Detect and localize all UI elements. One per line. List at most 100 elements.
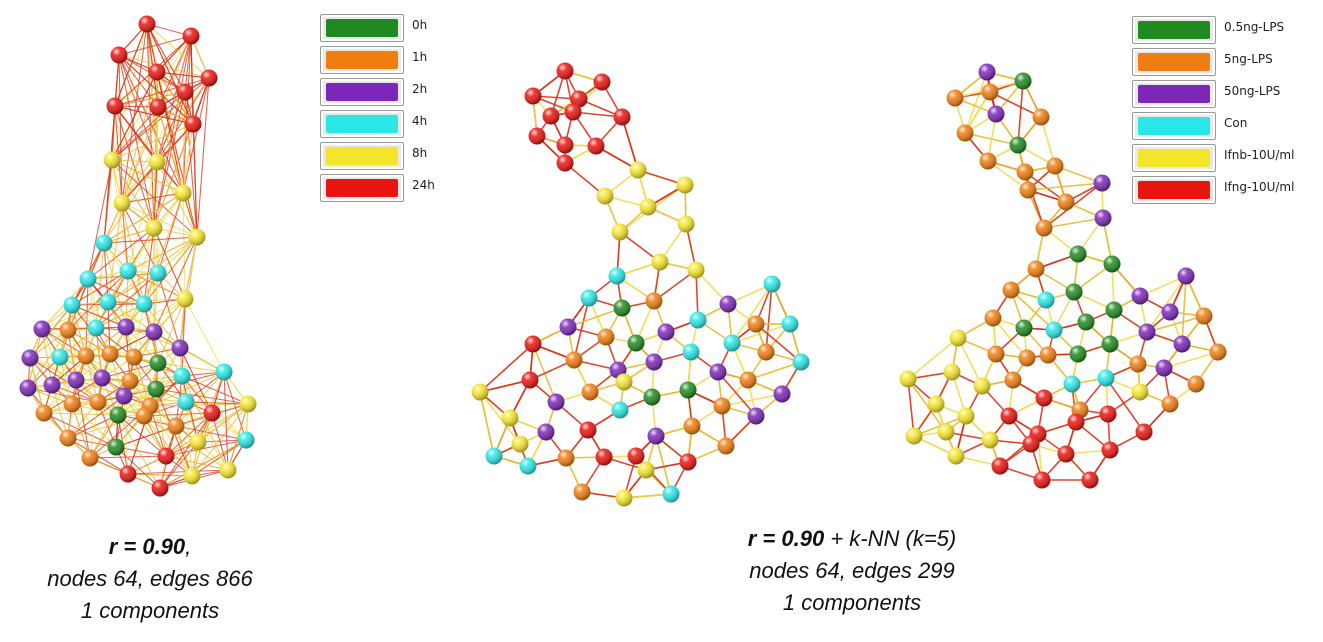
network-node-shine — [1035, 219, 1053, 237]
network-edge — [1146, 275, 1187, 333]
network-edge — [107, 301, 155, 333]
network-node-shine — [662, 485, 680, 503]
legend-swatch — [326, 51, 398, 69]
network-node-shine — [927, 395, 945, 413]
network-node-shine — [565, 351, 583, 369]
network-node — [757, 343, 775, 361]
network-edge — [196, 77, 210, 238]
legend-label: 2h — [412, 82, 428, 96]
network-node-shine — [107, 438, 125, 456]
network-node — [643, 388, 661, 406]
legend-swatch-box — [1132, 144, 1216, 172]
network-edge — [123, 395, 167, 457]
network-edge — [109, 298, 186, 355]
network-node-shine — [177, 393, 195, 411]
legend-label: 5ng-LPS — [1224, 52, 1273, 66]
network-node — [471, 383, 489, 401]
legend-swatch — [1138, 21, 1210, 39]
network-node-shine — [151, 479, 169, 497]
network-edge — [89, 414, 119, 459]
network-edge — [159, 441, 199, 489]
legend-label: 1h — [412, 50, 428, 64]
network-edge — [111, 123, 194, 161]
network-edge — [185, 401, 247, 441]
network-node — [597, 328, 615, 346]
network-node-shine — [615, 373, 633, 391]
network-node-shine — [956, 124, 974, 142]
network-node — [119, 465, 137, 483]
network-edge — [103, 161, 158, 244]
network-node-shine — [595, 448, 613, 466]
network-node-shine — [1057, 445, 1075, 463]
network-node — [677, 215, 695, 233]
network-edge — [1024, 171, 1045, 229]
network-edge — [479, 379, 531, 393]
network-node-shine — [93, 369, 111, 387]
network-edge — [182, 123, 194, 194]
network-node-shine — [215, 363, 233, 381]
network-node-shine — [615, 489, 633, 507]
network-node-shine — [542, 107, 560, 125]
network-node-shine — [719, 295, 737, 313]
network-node — [524, 87, 542, 105]
network-edge — [653, 269, 697, 302]
network-node-shine — [167, 417, 185, 435]
network-edge — [149, 403, 249, 407]
network-node — [1097, 369, 1115, 387]
network-node — [81, 449, 99, 467]
network-node-shine — [979, 152, 997, 170]
network-node — [579, 421, 597, 439]
network-node-shine — [608, 267, 626, 285]
network-node — [723, 334, 741, 352]
network-node-shine — [501, 409, 519, 427]
legend-swatch-box — [1132, 80, 1216, 108]
network-node-shine — [95, 234, 113, 252]
network-node-shine — [1000, 407, 1018, 425]
network-edge — [121, 106, 159, 204]
network-node — [979, 152, 997, 170]
network-node — [101, 345, 119, 363]
network-node — [991, 457, 1009, 475]
network-node-shine — [119, 465, 137, 483]
network-node-shine — [1097, 369, 1115, 387]
network-node-shine — [1065, 283, 1083, 301]
network-edge — [964, 71, 988, 134]
network-node-shine — [203, 404, 221, 422]
network-node-shine — [149, 264, 167, 282]
network-node-shine — [176, 290, 194, 308]
network-node — [1103, 255, 1121, 273]
network-node — [148, 153, 166, 171]
network-node-shine — [101, 345, 119, 363]
network-edge — [567, 307, 623, 328]
network-edge — [143, 415, 193, 477]
network-node-shine — [537, 423, 555, 441]
legend-swatch — [326, 179, 398, 197]
network-node-shine — [63, 296, 81, 314]
network-node — [905, 427, 923, 445]
network-node — [987, 105, 1005, 123]
network-edge — [731, 323, 791, 344]
network-node-shine — [519, 457, 537, 475]
network-node — [683, 417, 701, 435]
network-node-shine — [1187, 375, 1205, 393]
network-edge — [103, 227, 155, 244]
network-node — [637, 461, 655, 479]
network-node — [147, 380, 165, 398]
network-node-shine — [524, 87, 542, 105]
network-node — [1101, 335, 1119, 353]
network-edge — [184, 298, 225, 373]
network-node — [1177, 267, 1195, 285]
network-node-shine — [946, 89, 964, 107]
network-node — [927, 395, 945, 413]
network-node-shine — [521, 371, 539, 389]
network-node — [59, 429, 77, 447]
network-node-shine — [135, 407, 153, 425]
network-node — [981, 83, 999, 101]
caption-suffix: + k-NN (k=5) — [824, 526, 957, 551]
network-node — [1004, 371, 1022, 389]
network-node — [35, 404, 53, 422]
network-node-shine — [713, 397, 731, 415]
network-edge — [123, 395, 129, 475]
network-edge — [153, 35, 192, 229]
network-node — [239, 395, 257, 413]
